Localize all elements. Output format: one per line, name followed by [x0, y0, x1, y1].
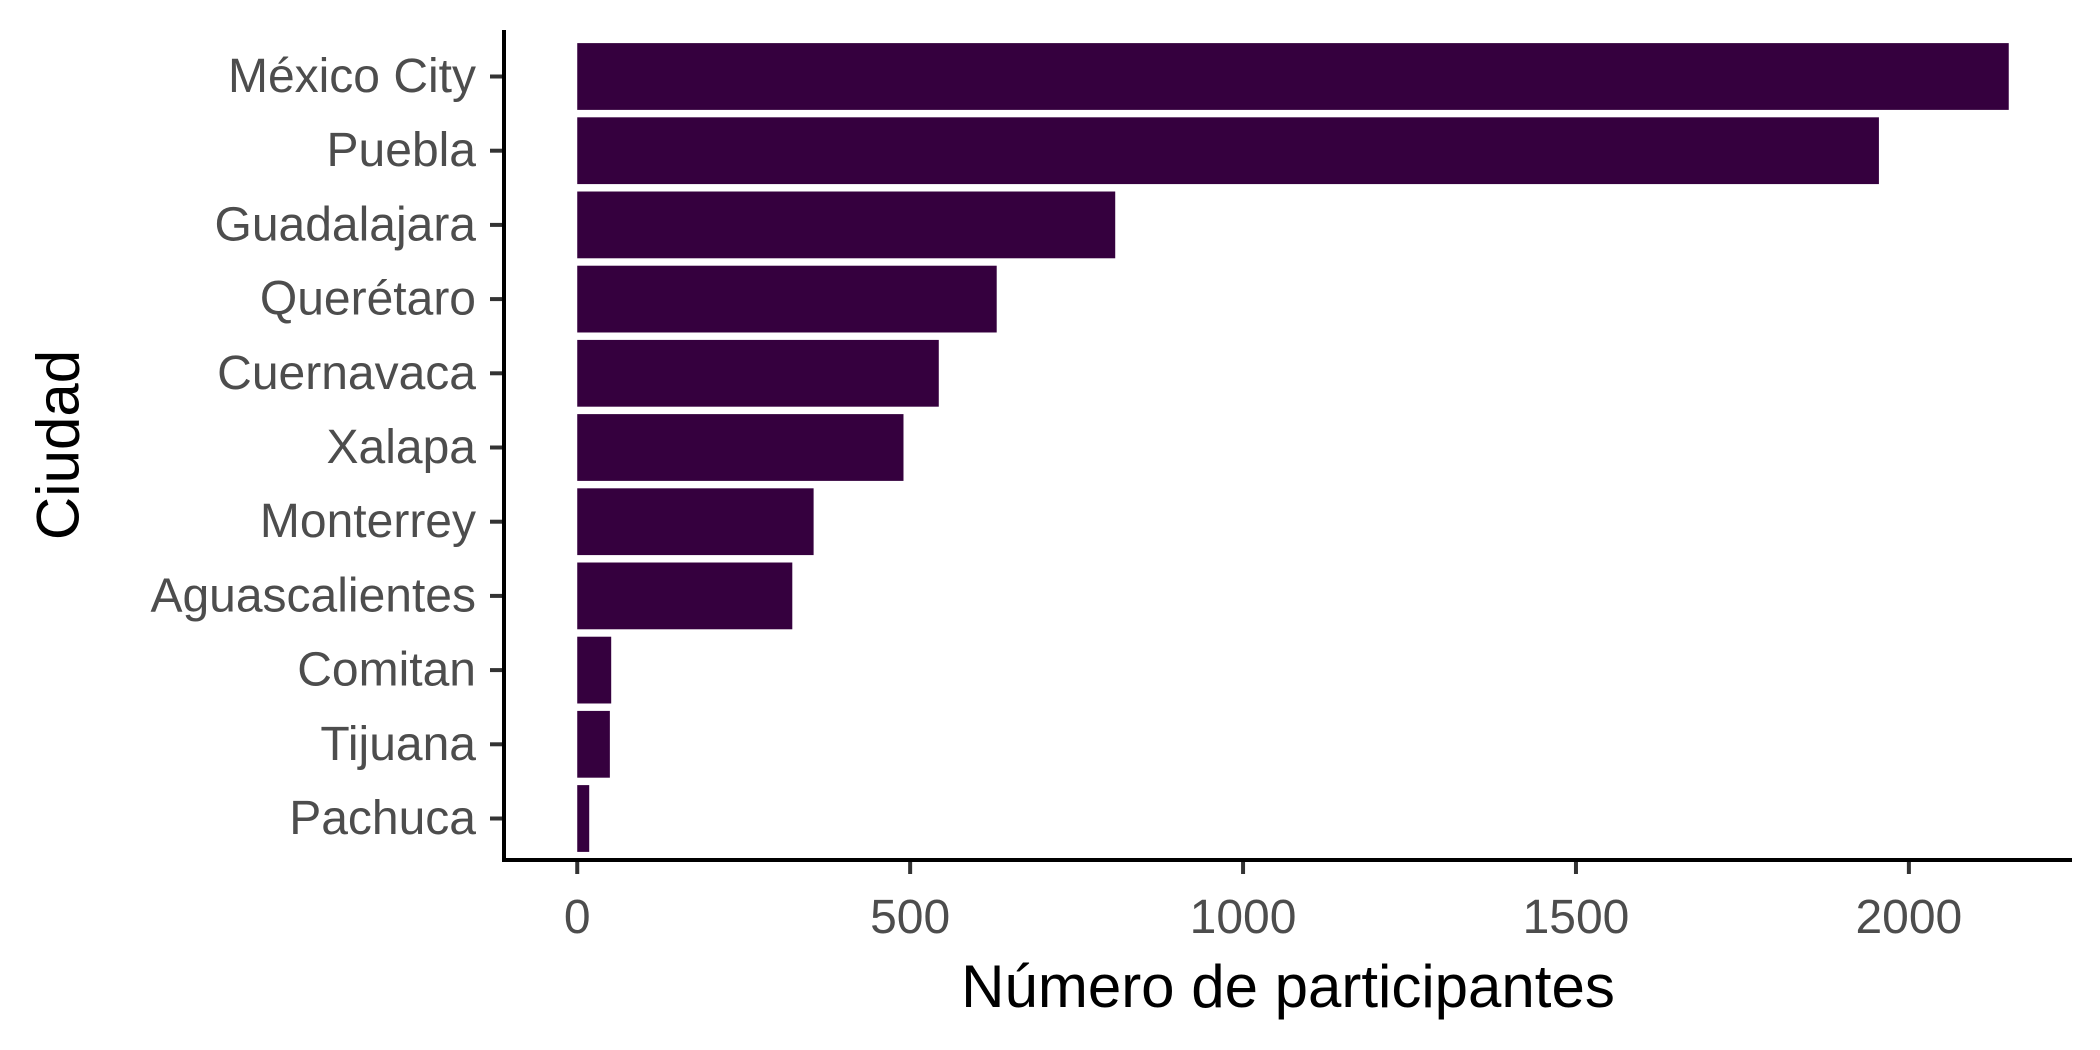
- y-tick-label: Pachuca: [289, 792, 476, 845]
- x-tick-label: 2000: [1855, 891, 1962, 944]
- bar-monterrey: [577, 488, 814, 556]
- x-axis-ticks: 0 500 1000 1500 2000: [564, 860, 1962, 944]
- bar-queretaro: [577, 265, 997, 333]
- x-tick-label: 500: [870, 891, 950, 944]
- y-tick-label: Querétaro: [260, 273, 476, 326]
- y-tick-label: Comitan: [297, 644, 476, 697]
- y-tick-label: Aguascalientes: [150, 569, 476, 622]
- y-tick-label: Cuernavaca: [217, 347, 476, 400]
- bar-cuernavaca: [577, 339, 939, 407]
- bar-guadalajara: [577, 191, 1116, 259]
- bar-comitan: [577, 636, 612, 704]
- y-tick-label: México City: [228, 50, 476, 103]
- y-axis-ticks: México City Puebla Guadalajara Querétaro Cue…: [150, 50, 504, 845]
- bar-pachuca: [577, 785, 590, 852]
- bar-mexico-city: [577, 43, 2009, 110]
- x-axis-title: Número de participantes: [961, 953, 1615, 1020]
- bar-aguascalientes: [577, 562, 793, 630]
- y-tick-label: Tijuana: [320, 718, 476, 771]
- y-tick-label: Guadalajara: [214, 198, 476, 251]
- y-axis-title: Ciudad: [25, 350, 92, 540]
- x-tick-label: 1000: [1190, 891, 1297, 944]
- y-tick-label: Xalapa: [327, 421, 477, 474]
- x-tick-label: 0: [564, 891, 591, 944]
- bars-group: [577, 43, 2009, 852]
- bar-tijuana: [577, 710, 610, 778]
- y-tick-label: Puebla: [327, 124, 477, 177]
- y-tick-label: Monterrey: [260, 495, 476, 548]
- bar-puebla: [577, 117, 1879, 185]
- bar-xalapa: [577, 414, 904, 481]
- x-tick-label: 1500: [1523, 891, 1630, 944]
